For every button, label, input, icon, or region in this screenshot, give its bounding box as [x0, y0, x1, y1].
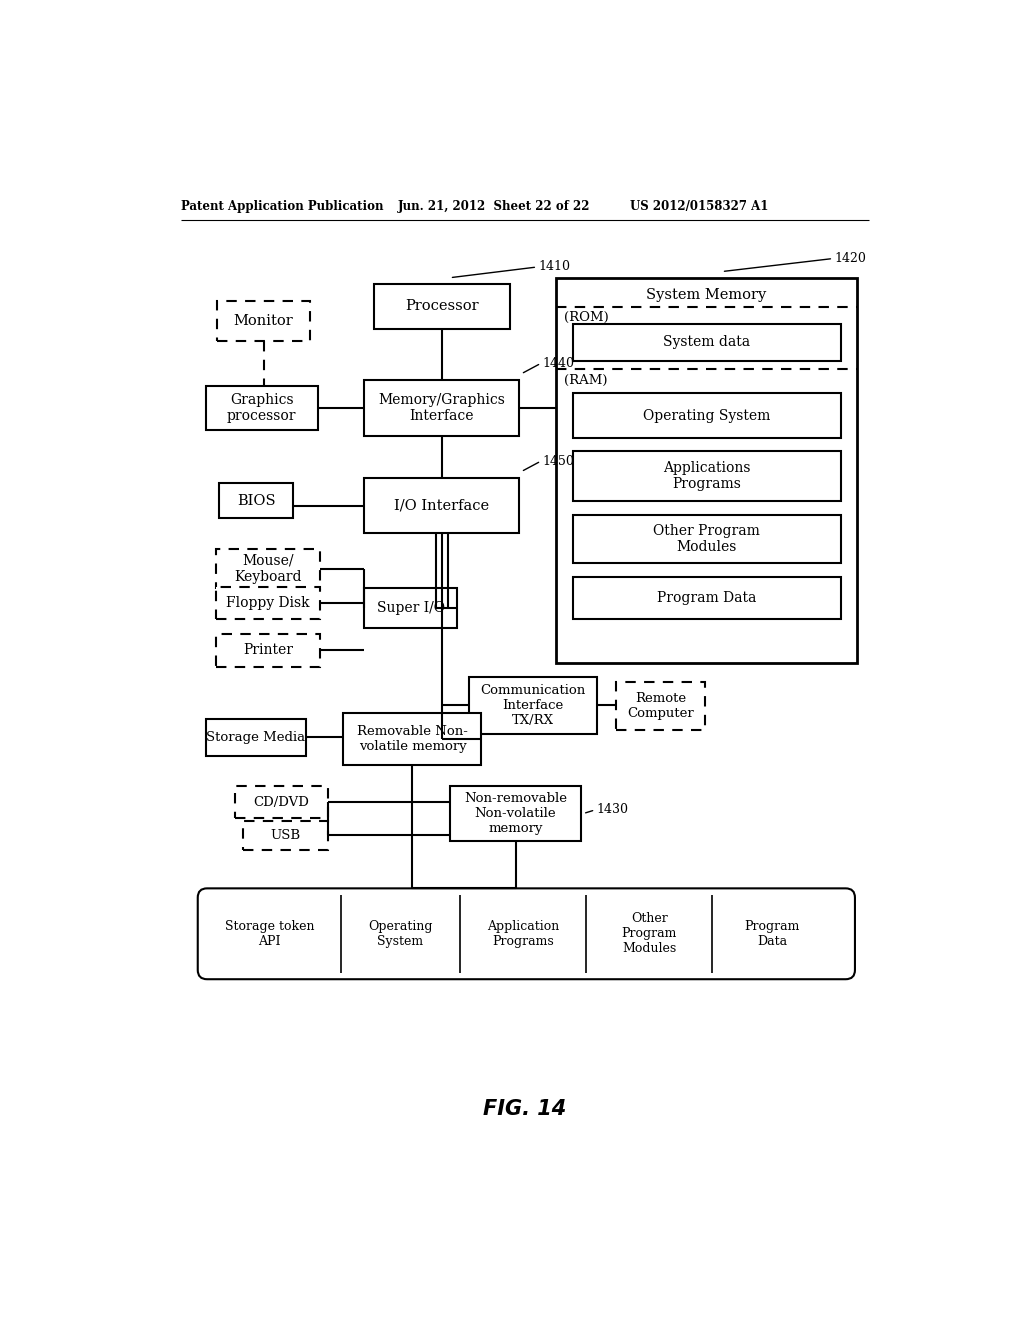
Bar: [219, 483, 293, 517]
FancyBboxPatch shape: [198, 888, 855, 979]
Text: Operating
System: Operating System: [369, 920, 433, 948]
Text: Graphics
processor: Graphics processor: [227, 393, 296, 422]
Text: Other
Program
Modules: Other Program Modules: [622, 912, 677, 956]
Bar: [450, 785, 582, 841]
Text: Program Data: Program Data: [657, 590, 757, 605]
Text: USB: USB: [270, 829, 300, 842]
Bar: [365, 478, 519, 533]
Text: CD/DVD: CD/DVD: [254, 796, 309, 809]
Text: (ROM): (ROM): [563, 312, 608, 325]
Text: Monitor: Monitor: [233, 314, 294, 327]
Text: 1450: 1450: [543, 454, 574, 467]
Text: Communication
Interface
TX/RX: Communication Interface TX/RX: [480, 684, 586, 727]
Bar: [216, 635, 321, 667]
Bar: [365, 380, 519, 436]
Text: 1420: 1420: [835, 252, 866, 265]
Bar: [216, 549, 321, 589]
Bar: [375, 284, 510, 329]
Bar: [243, 821, 328, 850]
Text: System Memory: System Memory: [646, 288, 766, 302]
Text: 1430: 1430: [597, 804, 629, 816]
Text: Printer: Printer: [243, 643, 293, 657]
Text: Floppy Disk: Floppy Disk: [226, 595, 309, 610]
Text: Applications
Programs: Applications Programs: [664, 461, 751, 491]
Text: Storage Media: Storage Media: [206, 731, 305, 744]
Text: Mouse/
Keyboard: Mouse/ Keyboard: [234, 553, 302, 583]
Text: FIG. 14: FIG. 14: [483, 1100, 566, 1119]
Bar: [206, 719, 306, 756]
Text: Non-removable
Non-volatile
memory: Non-removable Non-volatile memory: [464, 792, 567, 836]
Bar: [616, 682, 706, 730]
Text: Memory/Graphics
Interface: Memory/Graphics Interface: [379, 393, 505, 422]
Text: Program
Data: Program Data: [744, 920, 800, 948]
Text: BIOS: BIOS: [237, 494, 275, 508]
Text: Operating System: Operating System: [643, 409, 771, 422]
Bar: [365, 589, 458, 628]
Text: Jun. 21, 2012  Sheet 22 of 22: Jun. 21, 2012 Sheet 22 of 22: [397, 199, 590, 213]
Bar: [234, 785, 328, 818]
Bar: [206, 385, 317, 430]
Bar: [572, 393, 841, 438]
Bar: [217, 301, 310, 341]
Text: Application
Programs: Application Programs: [486, 920, 559, 948]
Text: Storage token
API: Storage token API: [224, 920, 314, 948]
Text: Patent Application Publication: Patent Application Publication: [180, 199, 383, 213]
Text: Processor: Processor: [406, 300, 479, 313]
Text: System data: System data: [664, 335, 751, 350]
Bar: [216, 586, 321, 619]
Text: 1410: 1410: [539, 260, 570, 273]
Bar: [572, 451, 841, 502]
Text: Removable Non-
volatile memory: Removable Non- volatile memory: [357, 725, 468, 752]
Bar: [572, 577, 841, 619]
Bar: [343, 713, 481, 766]
Bar: [469, 677, 597, 734]
Text: Super I/O: Super I/O: [377, 601, 444, 615]
Text: 1440: 1440: [543, 356, 574, 370]
Bar: [556, 277, 856, 663]
Text: (RAM): (RAM): [563, 374, 607, 387]
Text: Remote
Computer: Remote Computer: [628, 692, 694, 719]
Bar: [572, 515, 841, 562]
Text: US 2012/0158327 A1: US 2012/0158327 A1: [630, 199, 769, 213]
Text: Other Program
Modules: Other Program Modules: [653, 524, 761, 554]
Bar: [572, 323, 841, 360]
Text: I/O Interface: I/O Interface: [394, 499, 489, 512]
